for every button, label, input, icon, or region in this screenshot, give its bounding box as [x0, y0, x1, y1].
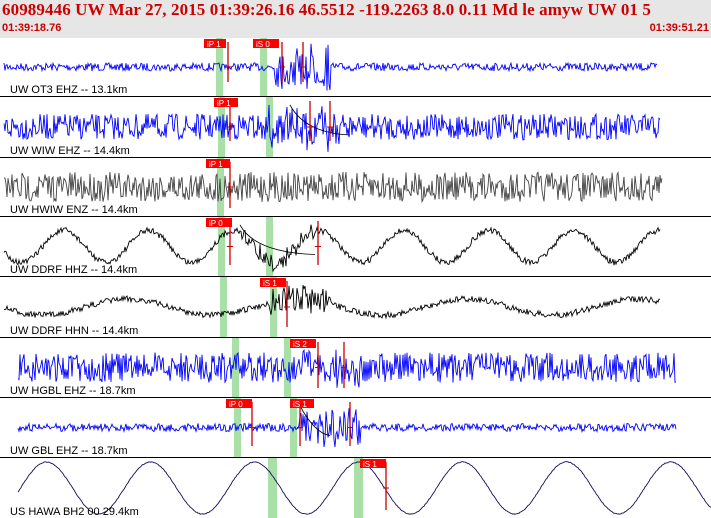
pick-box	[290, 339, 316, 348]
phase-pick[interactable]: iP 0	[206, 218, 232, 228]
travel-time-window	[290, 398, 297, 457]
station-label: UW HGBL EHZ -- 18.7km	[10, 385, 136, 397]
event-title: 60989446 UW Mar 27, 2015 01:39:26.16 46.…	[2, 0, 651, 19]
travel-time-window	[260, 38, 267, 96]
pick-label: iP 0	[229, 400, 243, 409]
pick-box	[206, 218, 232, 227]
travel-time-window	[266, 217, 273, 276]
pick-box	[290, 399, 314, 408]
station-label: US HAWA BH2 00 29.4km	[10, 506, 139, 518]
phase-pick[interactable]: iP 1	[214, 98, 238, 108]
pick-box	[226, 399, 252, 408]
trace-group	[3, 43, 711, 515]
trace-dividers	[0, 96, 711, 458]
pick-box	[253, 39, 279, 48]
pick-box	[260, 278, 286, 287]
station-label: UW DDRF HHZ -- 14.4km	[10, 264, 137, 276]
pick-label: iP 1	[207, 40, 221, 49]
pick-label: iS 1	[293, 400, 307, 409]
seismogram-panel[interactable]: iP 1 iS 0 iP 1 iP 1 iP 0 iS 1 iS 2 iP 0 iS 1 iS 1…	[0, 38, 711, 518]
station-label: UW GBL EHZ -- 18.7km	[10, 445, 128, 457]
station-label: UW HWIW ENZ -- 14.4km	[10, 204, 138, 216]
phase-pick[interactable]: iS 1	[360, 459, 386, 469]
pick-box	[214, 98, 238, 107]
waveform-trace	[3, 224, 661, 273]
time-start: 01:39:18.76	[2, 22, 62, 34]
pick-box	[206, 159, 230, 168]
moveout-curve	[289, 104, 351, 136]
pick-label: iS 1	[263, 279, 277, 288]
travel-time-window	[270, 277, 277, 337]
event-header: 60989446 UW Mar 27, 2015 01:39:26.16 46.…	[0, 0, 711, 38]
station-label: UW DDRF HHN -- 14.4km	[10, 325, 138, 337]
waveform-trace	[3, 284, 661, 320]
pick-box	[204, 39, 226, 48]
pick-box	[360, 459, 386, 468]
travel-time-window	[268, 458, 277, 518]
pick-label: iP 1	[217, 99, 231, 108]
phase-pick[interactable]: iS 2	[290, 339, 316, 349]
waveform-trace	[4, 170, 663, 204]
phase-pick[interactable]: iP 1	[204, 39, 226, 49]
waveform-trace	[17, 408, 677, 448]
travel-time-windows	[216, 38, 363, 518]
travel-time-window	[354, 458, 363, 518]
phase-pick[interactable]: iS 1	[260, 278, 286, 288]
phase-pick[interactable]: iS 1	[290, 399, 314, 409]
pick-label: iS 1	[363, 460, 377, 469]
phase-pick[interactable]: iS 0	[253, 39, 279, 49]
waveform-trace	[17, 348, 677, 388]
travel-time-window	[220, 277, 227, 337]
travel-time-window	[284, 338, 291, 397]
trace-labels: UW OT3 EHZ -- 13.1km UW WIW EHZ -- 14.4km…	[10, 84, 139, 518]
pick-label: iP 0	[209, 219, 223, 228]
pick-group: iP 1 iS 0 iP 1 iP 1 iP 0 iS 1 iS 2 iP 0 iS 1 iS 1	[204, 39, 389, 510]
waveform-trace	[3, 43, 658, 91]
pick-label: iS 2	[293, 340, 307, 349]
time-end: 01:39:51.21	[649, 22, 709, 34]
phase-pick[interactable]: iP 0	[226, 399, 252, 409]
station-label: UW WIW EHZ -- 14.4km	[10, 145, 130, 157]
moveout-curve	[299, 405, 331, 436]
travel-time-window	[218, 97, 225, 157]
travel-time-window	[218, 217, 225, 276]
pick-label: iP 1	[209, 160, 223, 169]
pick-label: iS 0	[256, 40, 270, 49]
station-label: UW OT3 EHZ -- 13.1km	[10, 84, 127, 96]
phase-pick[interactable]: iP 1	[206, 159, 230, 169]
moveout-curve	[239, 224, 316, 255]
